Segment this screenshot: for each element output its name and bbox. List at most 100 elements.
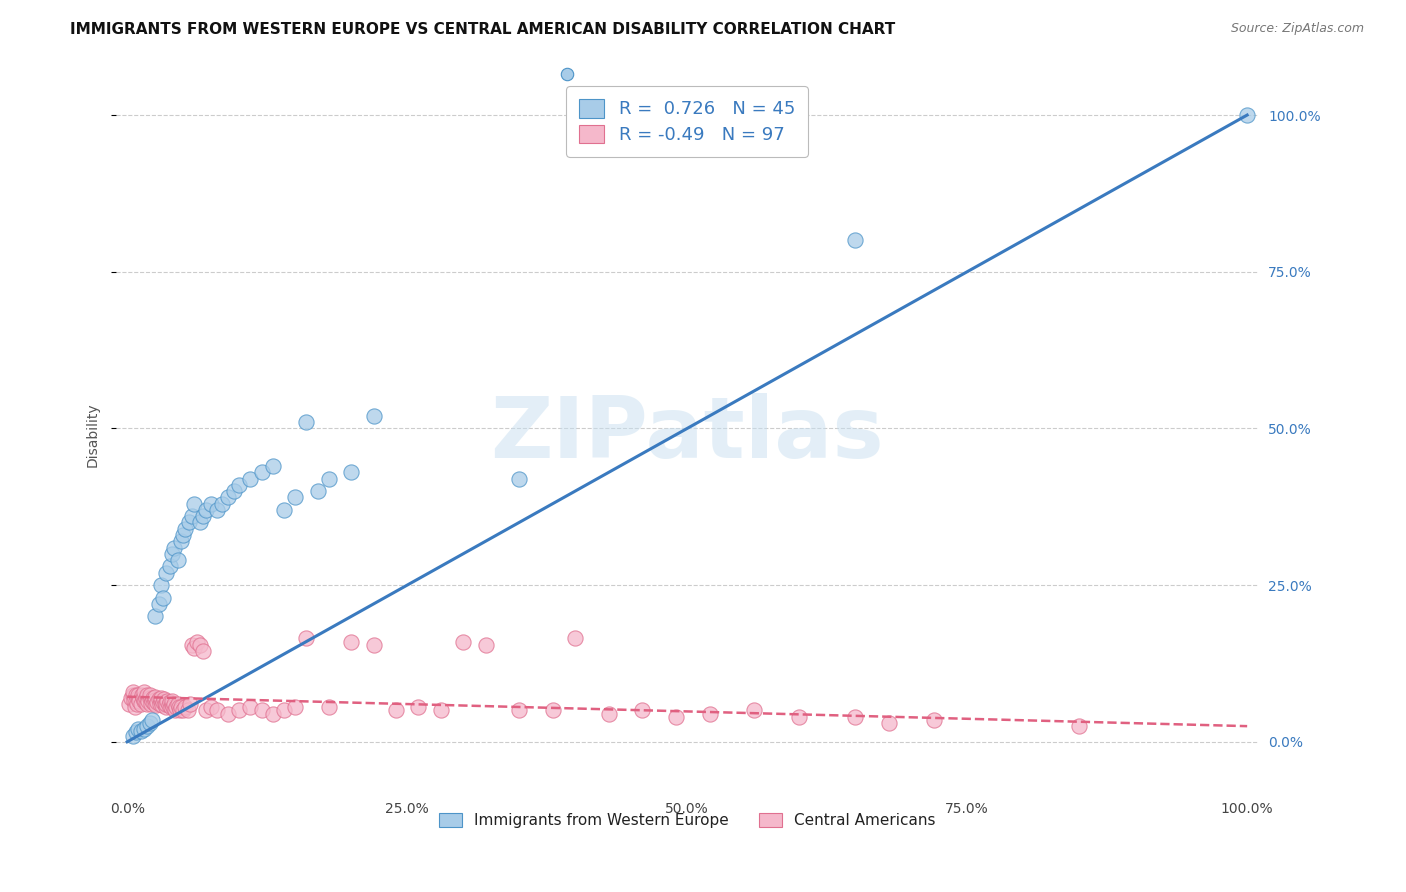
Point <box>121 688 143 702</box>
Point <box>136 719 159 733</box>
Point <box>318 472 340 486</box>
Point <box>239 700 262 714</box>
Point <box>127 690 149 705</box>
Point <box>143 693 166 707</box>
Point <box>132 684 155 698</box>
Point <box>564 632 586 646</box>
Point <box>318 700 340 714</box>
Point <box>125 688 148 702</box>
Point <box>159 695 181 709</box>
Point <box>844 234 866 248</box>
Point <box>160 547 183 561</box>
Point <box>194 503 217 517</box>
Point <box>429 704 451 718</box>
Point <box>188 516 211 530</box>
Point <box>167 700 190 714</box>
Point <box>877 716 900 731</box>
Point <box>125 694 148 708</box>
Point <box>136 688 159 702</box>
Point <box>136 697 159 711</box>
Point <box>155 566 177 580</box>
Point <box>138 716 160 731</box>
Point <box>262 458 284 473</box>
Point <box>138 694 160 708</box>
Point <box>131 688 153 702</box>
Point <box>598 706 620 721</box>
Point <box>150 698 173 713</box>
Point <box>217 706 239 721</box>
Point <box>205 704 228 718</box>
Point <box>194 704 217 718</box>
Point <box>149 694 172 708</box>
Point <box>155 697 177 711</box>
Point <box>228 704 250 718</box>
Point <box>132 723 155 737</box>
Point <box>120 690 142 705</box>
Point <box>262 706 284 721</box>
Point <box>176 704 198 718</box>
Point <box>145 698 167 713</box>
Point <box>118 697 141 711</box>
Point <box>127 688 149 702</box>
Point <box>149 690 172 705</box>
Point <box>148 692 170 706</box>
Point <box>1069 719 1091 733</box>
Point <box>146 695 169 709</box>
Point <box>157 698 180 713</box>
Point <box>408 700 430 714</box>
Point <box>284 491 307 505</box>
Point <box>124 700 146 714</box>
Point <box>211 497 233 511</box>
Point <box>181 509 204 524</box>
Point <box>143 696 166 710</box>
Point <box>385 704 408 718</box>
Point <box>172 528 194 542</box>
Point <box>166 553 188 567</box>
Point <box>141 694 163 708</box>
Point <box>149 697 172 711</box>
Point <box>166 697 188 711</box>
Point <box>177 516 200 530</box>
Point <box>295 415 318 429</box>
Point <box>340 634 363 648</box>
Point <box>122 694 145 708</box>
Y-axis label: Disability: Disability <box>86 402 100 467</box>
Point <box>193 644 215 658</box>
Point <box>169 704 191 718</box>
Point <box>165 704 187 718</box>
Point <box>183 497 205 511</box>
Point <box>153 692 176 706</box>
Point <box>127 723 149 737</box>
Point <box>155 700 177 714</box>
Point <box>121 729 143 743</box>
Point <box>295 632 318 646</box>
Point <box>170 534 193 549</box>
Point <box>139 697 162 711</box>
Point <box>159 559 181 574</box>
Point <box>129 723 152 738</box>
Point <box>1236 108 1258 122</box>
Point <box>183 640 205 655</box>
Point <box>165 700 187 714</box>
Point <box>250 465 273 479</box>
Point <box>160 694 183 708</box>
Point <box>665 710 688 724</box>
Point <box>132 690 155 705</box>
Point <box>132 694 155 708</box>
Point <box>181 638 204 652</box>
Point <box>273 704 295 718</box>
Point <box>239 472 262 486</box>
Point <box>121 684 143 698</box>
Point <box>152 695 174 709</box>
Text: ZIPatlas: ZIPatlas <box>491 393 884 476</box>
Point <box>172 704 194 718</box>
Point <box>127 697 149 711</box>
Point <box>222 484 245 499</box>
Point <box>135 690 157 705</box>
Point <box>162 700 184 714</box>
Point <box>155 697 177 711</box>
Point <box>170 700 193 714</box>
Point <box>188 638 211 652</box>
Point <box>200 497 222 511</box>
Point <box>148 597 170 611</box>
